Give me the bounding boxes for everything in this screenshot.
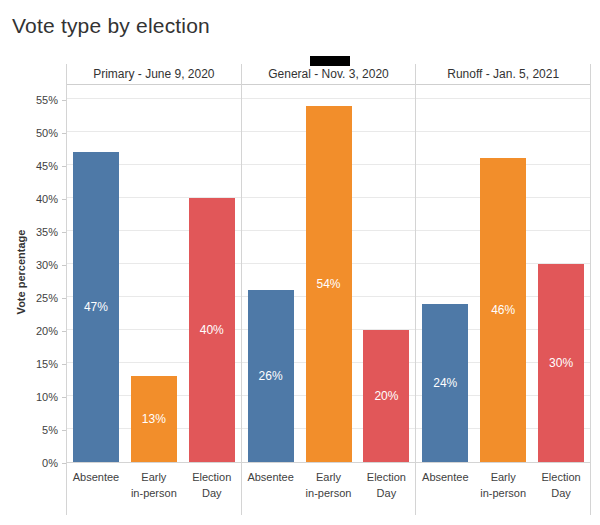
x-category-label-absentee: Absentee <box>67 469 125 501</box>
panel-plot: 26% 54% 20% <box>242 85 416 463</box>
bar-absentee[interactable]: 47% <box>73 152 119 462</box>
panel-header: Runoff - Jan. 5, 2021 <box>416 64 590 85</box>
chart-panels: Primary - June 9, 202047%13%40%AbsenteeE… <box>66 64 591 515</box>
bar-early-in-person[interactable]: 46% <box>480 158 526 462</box>
bar-early-in-person[interactable]: 54% <box>306 106 352 462</box>
bar-early-in-person[interactable]: 13% <box>131 376 177 462</box>
y-tick-label: 5% <box>0 423 58 437</box>
y-tick-label: 0% <box>0 456 58 470</box>
vote-type-chart: Vote type by election Vote percentage 0%… <box>0 0 600 525</box>
panel-primary: Primary - June 9, 202047%13%40%AbsenteeE… <box>67 64 242 515</box>
x-category-label-early-in-person: Earlyin-person <box>474 469 532 501</box>
y-tick-label: 10% <box>0 390 58 404</box>
bar-value-label: 40% <box>189 323 235 337</box>
bar-value-label: 54% <box>306 277 352 291</box>
x-category-label-absentee: Absentee <box>242 469 300 501</box>
gridline <box>416 98 590 99</box>
x-category-label-election-day: ElectionDay <box>532 469 590 501</box>
y-tick-label: 20% <box>0 324 58 338</box>
bar-value-label: 13% <box>131 412 177 426</box>
panel-runoff: Runoff - Jan. 5, 2021 24% 46% 30% AbsenteeEa… <box>416 64 591 515</box>
bar-election-day[interactable]: 20% <box>363 330 409 462</box>
y-tick-label: 50% <box>0 126 58 140</box>
panel-plot: 24% 46% 30% <box>416 85 590 463</box>
y-tick-label: 35% <box>0 225 58 239</box>
bar-value-label: 46% <box>480 303 526 317</box>
x-category-label-early-in-person: Earlyin-person <box>125 469 183 501</box>
bar-absentee[interactable]: 24% <box>422 304 468 462</box>
x-axis-labels: AbsenteeEarlyin-personElectionDay <box>416 463 590 501</box>
y-tick-label: 55% <box>0 93 58 107</box>
gridline <box>242 98 416 99</box>
x-category-label-election-day: ElectionDay <box>183 469 241 501</box>
bar-election-day[interactable]: 30% <box>538 264 584 462</box>
panel-general: General - Nov. 3, 202026%54%20%AbsenteeE… <box>242 64 417 515</box>
y-tick-label: 25% <box>0 291 58 305</box>
x-axis-labels: AbsenteeEarlyin-personElectionDay <box>242 463 416 501</box>
x-category-label-absentee: Absentee <box>416 469 474 501</box>
y-tick-label: 30% <box>0 258 58 272</box>
bar-value-label: 30% <box>538 356 584 370</box>
bar-absentee[interactable]: 26% <box>248 290 294 462</box>
bar-value-label: 47% <box>73 300 119 314</box>
bar-value-label: 26% <box>248 369 294 383</box>
chart-title: Vote type by election <box>12 14 210 38</box>
bar-value-label: 20% <box>363 389 409 403</box>
x-axis-labels: AbsenteeEarlyin-personElectionDay <box>67 463 241 501</box>
x-category-label-election-day: ElectionDay <box>357 469 415 501</box>
y-tick-label: 40% <box>0 192 58 206</box>
x-category-label-early-in-person: Earlyin-person <box>300 469 358 501</box>
panel-header: Primary - June 9, 2020 <box>67 64 241 85</box>
gridline <box>67 131 241 132</box>
y-tick-label: 15% <box>0 357 58 371</box>
gridline <box>416 131 590 132</box>
gridline <box>67 98 241 99</box>
panel-header: General - Nov. 3, 2020 <box>242 64 416 85</box>
bar-value-label: 24% <box>422 376 468 390</box>
panel-plot: 47% 13% 40% <box>67 85 241 463</box>
bar-election-day[interactable]: 40% <box>189 198 235 462</box>
y-tick-label: 45% <box>0 159 58 173</box>
